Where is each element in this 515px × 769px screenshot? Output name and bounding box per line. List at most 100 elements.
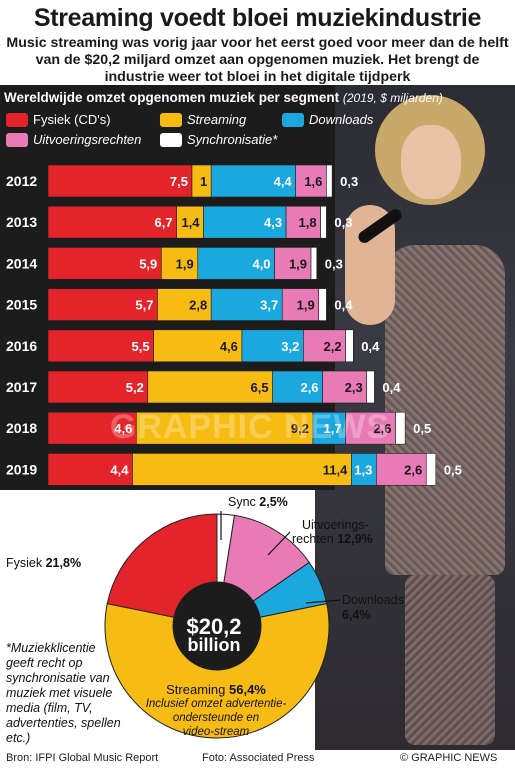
bar-sync-2019: [425, 453, 437, 486]
bar-label-uitvoeringsrechten-2018: 2,6: [373, 421, 391, 436]
bar-fysiek-2015: [47, 288, 158, 321]
leader-lines: [220, 511, 341, 604]
bar-streaming-2016: [153, 329, 243, 363]
year-label-2012: 2012: [6, 173, 37, 189]
legend-label-downloads: Downloads: [309, 112, 374, 127]
bar-downloads-2017: [272, 370, 323, 404]
chart-unit: (2019, $ miljarden): [342, 91, 443, 105]
legend-label-uitvoeringsrechten: Uitvoeringsrechten: [33, 132, 142, 147]
year-label-2019: 2019: [6, 461, 37, 477]
bar-label-streaming-2016: 4,6: [220, 339, 238, 354]
bar-uitvoeringsrechten-2012: [295, 164, 327, 198]
year-label-2013: 2013: [6, 214, 37, 230]
bar-fysiek-2013: [47, 205, 177, 239]
bar-label-downloads-2015: 3,7: [260, 298, 278, 313]
pie-label-downloads-pct: 6,4%: [342, 608, 371, 622]
leader-downloads: [305, 599, 341, 604]
legend-label-streaming: Streaming: [187, 112, 247, 127]
bar-streaming-2019: [132, 453, 352, 486]
year-label-2016: 2016: [6, 338, 37, 354]
bar-label-streaming-2015: 2,8: [189, 298, 207, 313]
bar-uitvoeringsrechten-2015: [281, 288, 320, 321]
leader-uitv: [267, 531, 291, 556]
bar-downloads-2016: [241, 329, 304, 363]
bar-fysiek-2019: [47, 453, 133, 486]
bar-label-downloads-2013: 4,3: [264, 215, 282, 230]
bar-fysiek-2012: [47, 164, 193, 198]
bar-fysiek-2014: [47, 247, 162, 280]
bar-label-uitvoeringsrechten-2019: 2,6: [404, 462, 422, 477]
bar-label-downloads-2016: 3,2: [281, 339, 299, 354]
year-label-2015: 2015: [6, 297, 37, 313]
bar-label-uitvoeringsrechten-2012: 1,6: [304, 174, 322, 189]
bar-fysiek-2017: [47, 370, 149, 404]
pie-label-streaming: Streaming 56,4% Inclusief omzet adverten…: [124, 683, 308, 739]
streaming-note-1: Inclusief omzet advertentie-: [145, 698, 287, 710]
bar-uitvoeringsrechten-2016: [303, 329, 346, 363]
watermark: GRAPHIC NEWS: [109, 408, 391, 446]
year-label-2018: 2018: [6, 420, 37, 436]
legend-swatch-uitvoeringsrechten: [6, 133, 28, 147]
legend-swatch-streaming: [160, 113, 182, 127]
bar-chart: 2012 7,5 1 4,4 1,6 0,3 2013 6,7 1,4 4,3 1,8 0,3 2014…: [0, 85, 462, 490]
photo-credit: Foto: Associated Press: [202, 752, 315, 764]
pie-label-downloads-name: Downloads: [342, 593, 404, 607]
bar-downloads-2018: [312, 411, 346, 445]
legend-swatch-sync: [160, 133, 182, 147]
bar-label-sync-2017: 0,4: [382, 380, 401, 395]
bar-sync-2014: [310, 247, 318, 280]
bar-label-streaming-2018: 9,2: [291, 421, 309, 436]
pie-label-sync-name: Sync: [228, 495, 256, 509]
bar-streaming-2015: [157, 288, 212, 321]
pie-label-streaming-pct: 56,4%: [229, 682, 266, 697]
bar-label-downloads-2012: 4,4: [274, 174, 293, 189]
page-title: Streaming voedt bloei muziekindustrie: [33, 4, 482, 32]
legend-label-fysiek: Fysiek (CD's): [33, 112, 111, 127]
pie-label-fysiek-pct: 21,8%: [45, 556, 82, 570]
donut-hole: [173, 582, 261, 670]
bar-label-sync-2015: 0,4: [334, 298, 353, 313]
bar-label-fysiek-2015: 5,7: [135, 298, 153, 313]
bar-sync-2018: [395, 411, 406, 445]
bar-label-streaming-2017: 6,5: [251, 380, 269, 395]
footnote: *Muziekklicentie geeft recht op synchron…: [6, 641, 121, 745]
pie-label-uitv: Uitvoerings- rechten 12,9%: [292, 518, 373, 546]
bar-label-downloads-2019: 1,3: [354, 462, 372, 477]
face-shape: [401, 125, 461, 199]
bar-streaming-2017: [147, 370, 273, 404]
chart-title: Wereldwijde omzet opgenomen muziek per s…: [4, 90, 443, 105]
pie-label-uitv-line2: rechten 12,9%: [292, 532, 373, 546]
donut-center-unit: billion: [187, 635, 241, 655]
streaming-note-2: ondersteunde en: [172, 712, 260, 724]
bar-uitvoeringsrechten-2019: [376, 453, 427, 486]
bar-downloads-2013: [203, 205, 287, 239]
bar-sync-2017: [366, 370, 375, 404]
bar-sync-2016: [345, 329, 354, 363]
bar-fysiek-2016: [47, 329, 154, 363]
bar-label-sync-2016: 0,4: [361, 339, 380, 354]
bar-label-uitvoeringsrechten-2014: 1,9: [289, 256, 307, 271]
pie-label-uitv-line1: Uitvoerings-: [302, 518, 369, 532]
artist-photo: [315, 85, 515, 750]
donut-center-amount: $20,2: [186, 614, 242, 639]
bar-label-fysiek-2019: 4,4: [110, 462, 129, 477]
bar-label-uitvoeringsrechten-2017: 2,3: [345, 380, 363, 395]
bar-uitvoeringsrechten-2018: [345, 411, 396, 445]
bar-downloads-2012: [210, 164, 296, 198]
bar-sync-2012: [326, 164, 333, 198]
chart-title-text: Wereldwijde omzet opgenomen muziek per s…: [4, 90, 340, 105]
bar-label-fysiek-2013: 6,7: [155, 215, 173, 230]
year-label-2017: 2017: [6, 379, 37, 395]
legend-swatch-fysiek: [6, 113, 28, 127]
bar-label-streaming-2013: 1,4: [181, 215, 200, 230]
bars-group: 2012 7,5 1 4,4 1,6 0,3 2013 6,7 1,4 4,3 1,8 0,3 2014…: [6, 164, 462, 486]
page-subtitle: Music streaming was vorig jaar voor het …: [6, 35, 509, 85]
bar-sync-2013: [320, 205, 327, 239]
bar-label-sync-2013: 0,3: [334, 215, 352, 230]
pie-label-streaming-name: Streaming: [166, 682, 226, 697]
pie-label-fysiek-name: Fysiek: [6, 556, 43, 570]
bar-label-sync-2018: 0,5: [413, 421, 431, 436]
bar-downloads-2019: [351, 453, 377, 486]
